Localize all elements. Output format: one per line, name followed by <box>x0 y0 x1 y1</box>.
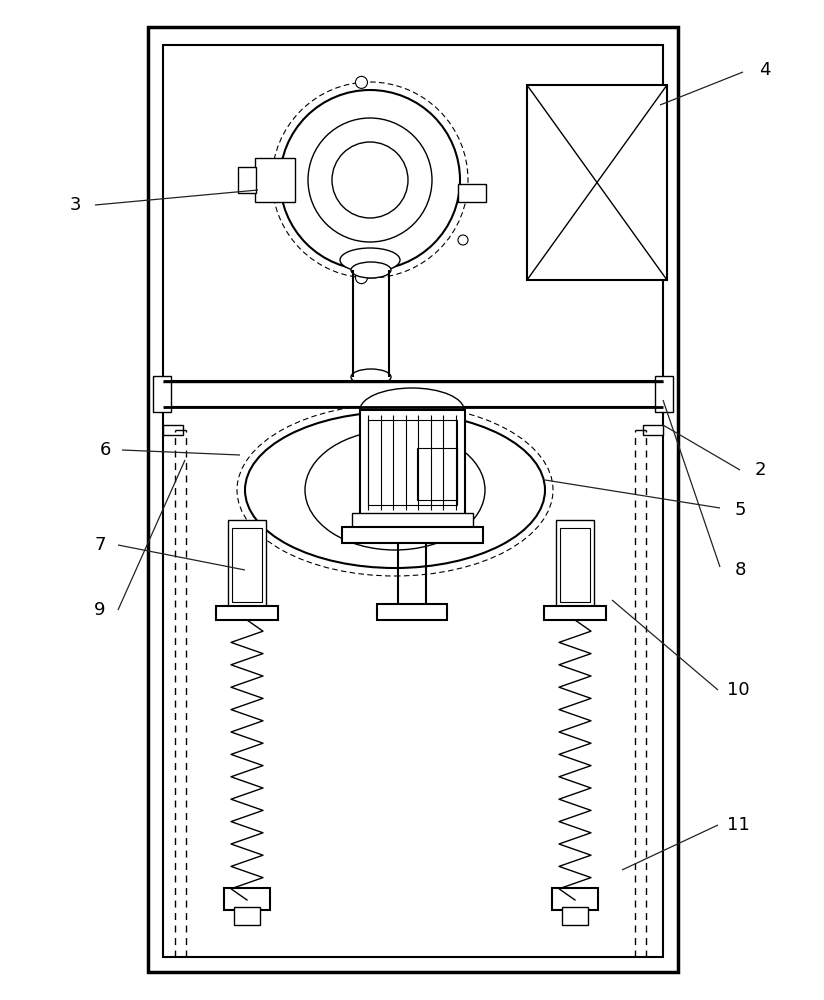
Bar <box>148 27 678 972</box>
Ellipse shape <box>245 412 545 568</box>
Bar <box>556 520 594 610</box>
Bar <box>643 425 663 435</box>
Bar <box>238 167 256 193</box>
Bar <box>216 606 278 620</box>
Circle shape <box>405 460 455 510</box>
Ellipse shape <box>351 369 391 385</box>
Bar <box>360 410 465 515</box>
Text: 9: 9 <box>94 601 105 619</box>
Bar <box>417 448 457 500</box>
Bar <box>224 888 270 910</box>
Bar <box>342 527 483 543</box>
Bar <box>255 158 295 202</box>
Bar <box>655 376 673 412</box>
Bar <box>368 420 457 505</box>
Circle shape <box>458 235 468 245</box>
Text: 2: 2 <box>754 461 765 479</box>
Circle shape <box>332 142 408 218</box>
Bar <box>377 604 447 620</box>
Text: 10: 10 <box>727 681 749 699</box>
Bar <box>352 513 473 529</box>
Bar <box>527 85 667 280</box>
Ellipse shape <box>351 262 391 278</box>
Text: 7: 7 <box>94 536 105 554</box>
Circle shape <box>417 472 443 498</box>
Bar <box>163 381 663 407</box>
Circle shape <box>308 118 432 242</box>
Text: 11: 11 <box>727 816 749 834</box>
Text: 6: 6 <box>100 441 110 459</box>
Bar <box>163 425 183 435</box>
Bar <box>153 376 171 412</box>
Bar <box>458 184 486 202</box>
Bar <box>232 528 262 602</box>
Bar <box>552 888 598 910</box>
Bar <box>560 528 590 602</box>
Circle shape <box>355 76 368 88</box>
Circle shape <box>355 272 368 284</box>
Circle shape <box>280 90 460 270</box>
Text: 4: 4 <box>759 61 770 79</box>
Bar <box>544 606 606 620</box>
Text: 5: 5 <box>734 501 746 519</box>
Ellipse shape <box>340 248 400 272</box>
Text: 8: 8 <box>734 561 746 579</box>
Text: 3: 3 <box>69 196 81 214</box>
Bar <box>228 520 266 610</box>
Bar <box>562 907 588 925</box>
Bar <box>163 45 663 957</box>
Bar <box>234 907 260 925</box>
Ellipse shape <box>305 430 485 550</box>
Ellipse shape <box>360 388 464 432</box>
